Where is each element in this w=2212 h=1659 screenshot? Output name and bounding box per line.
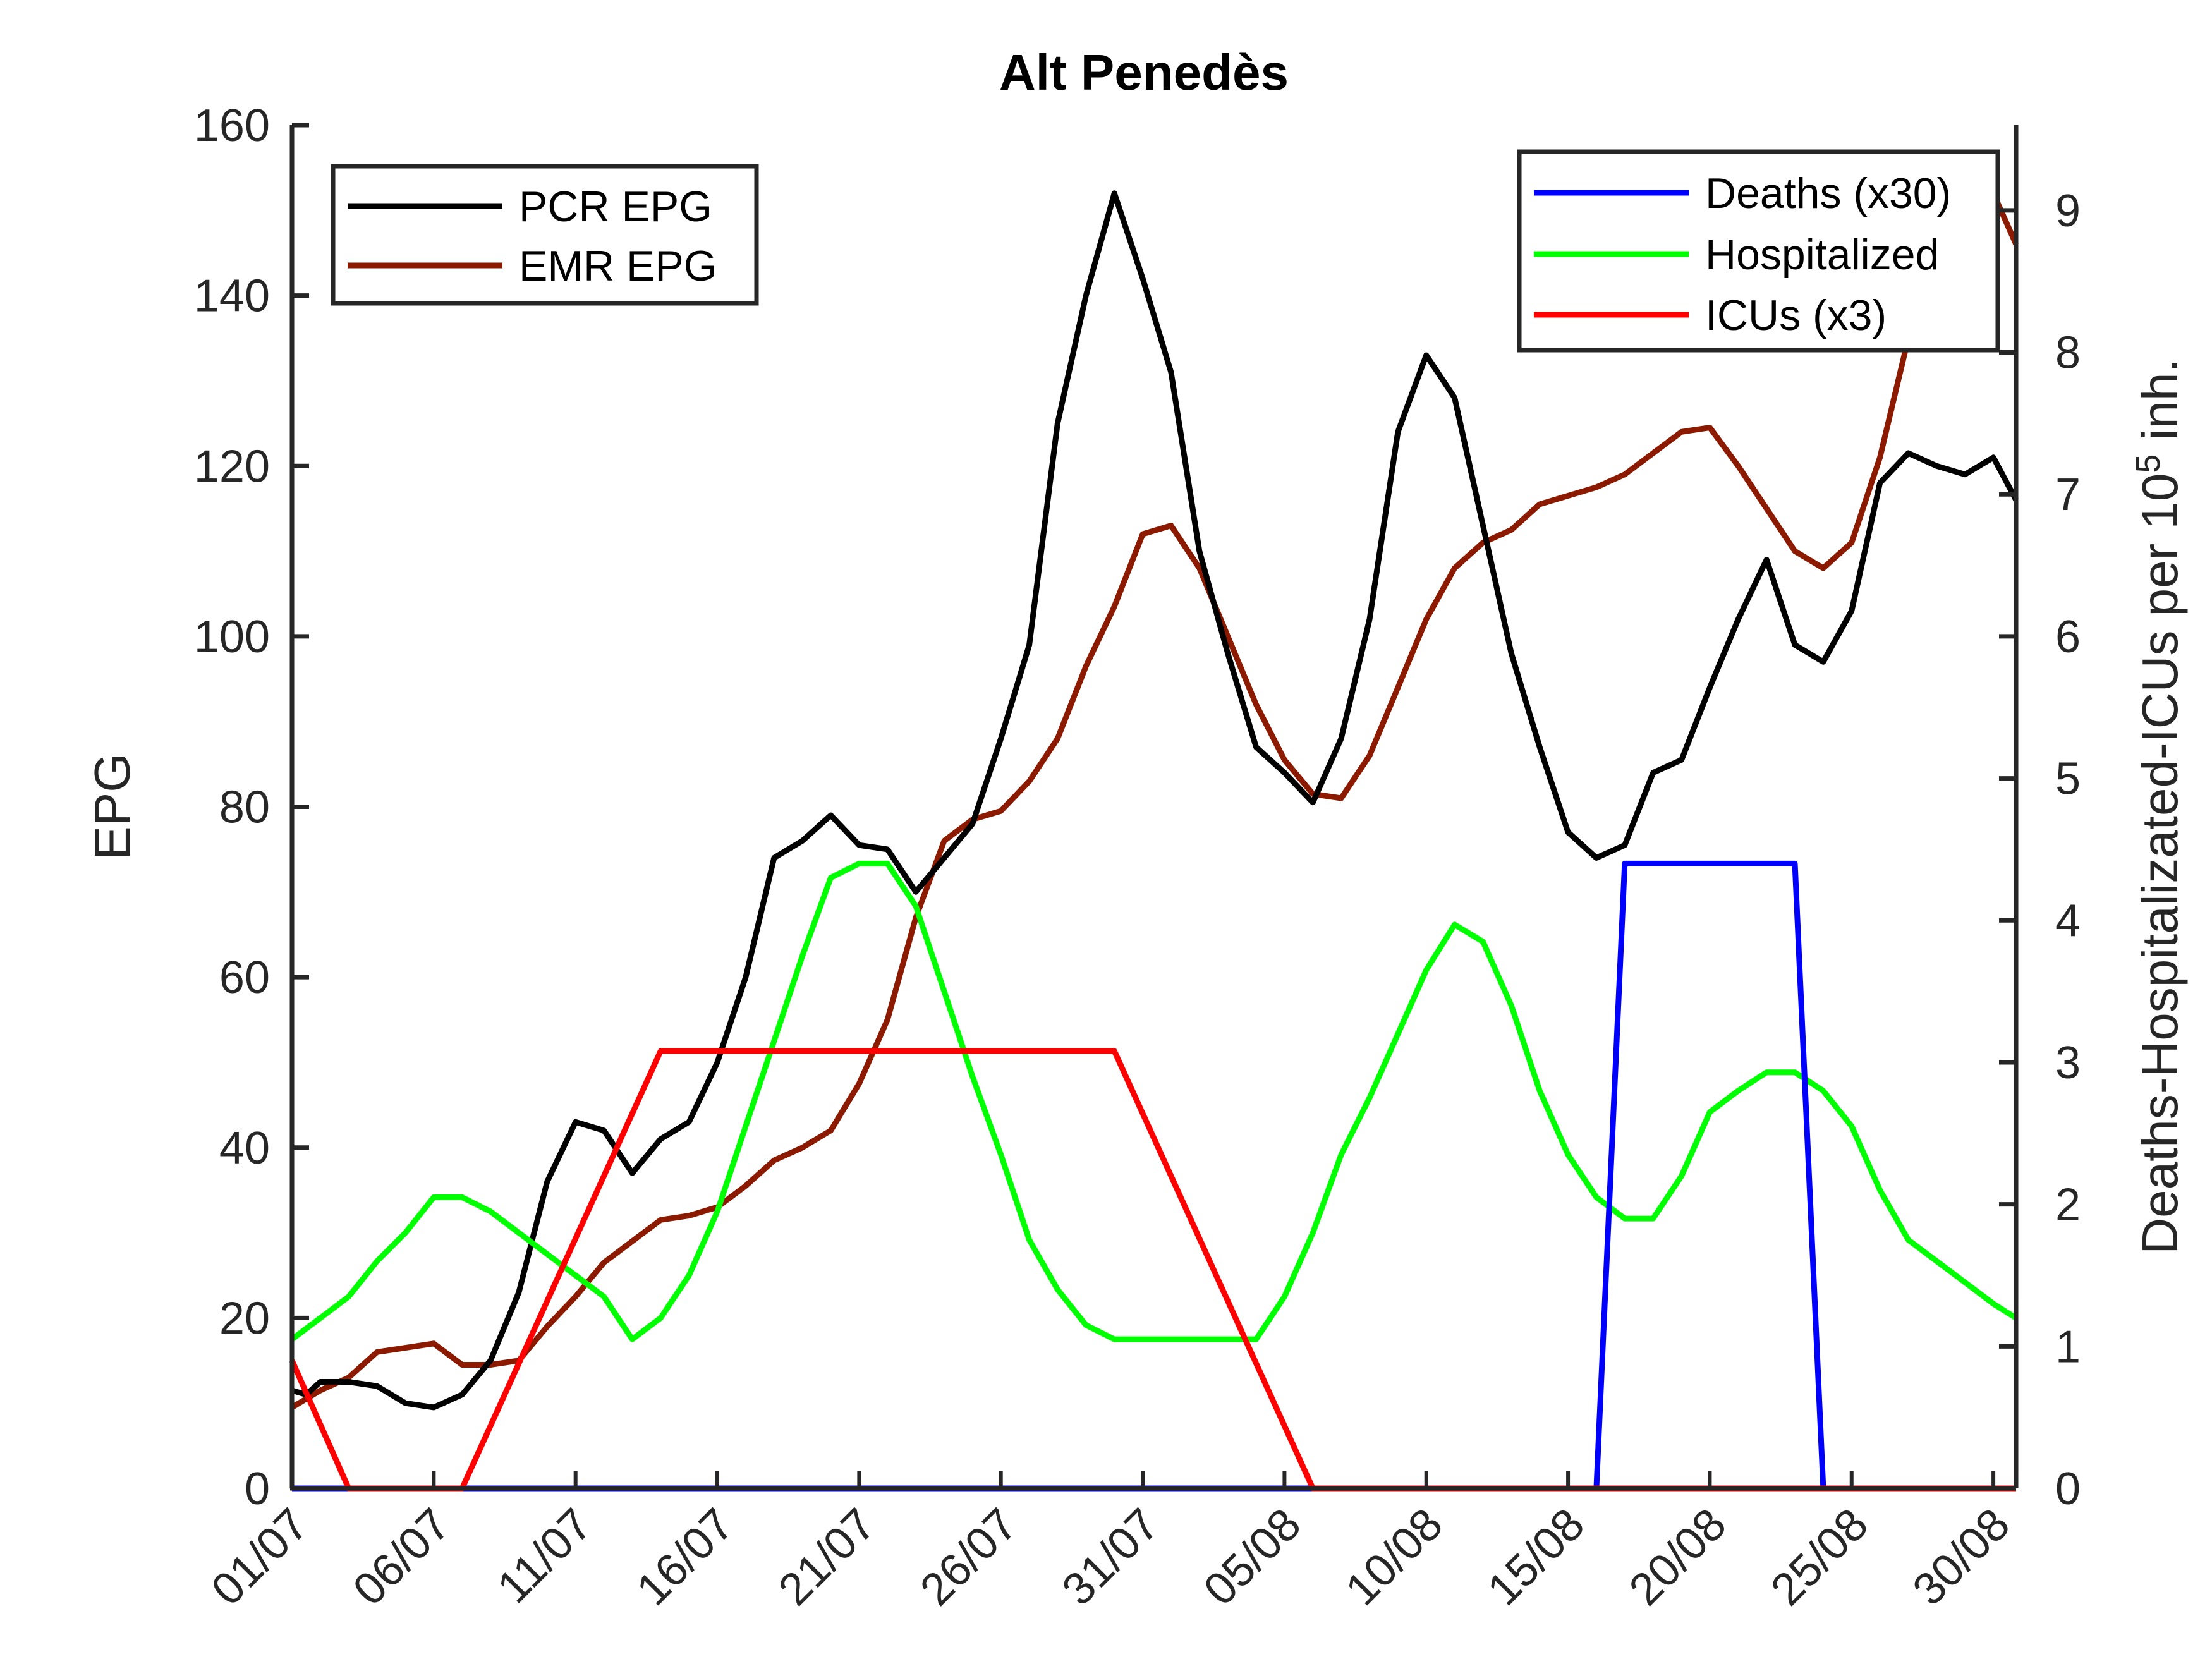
series-line-emr-epg: [290, 190, 2019, 1410]
legend-left-box: [331, 164, 759, 306]
left-y-ticks: 0 20 40 60 80 100 120 140 160: [194, 100, 309, 1514]
y-axis-right-label: Deaths-Hospitalizated-ICUs per 105 inh.: [2129, 358, 2188, 1254]
series-line-deaths-x30: [292, 860, 2016, 1492]
legend-label-icus: ICUs (x3): [1705, 291, 1887, 339]
right-tick-label: 7: [2055, 470, 2081, 520]
legend-label-hospitalized: Hospitalized: [1705, 231, 1939, 279]
right-y-ticks: 0 1 2 3 4 5 6 7 8 9: [1999, 186, 2081, 1514]
right-tick-label: 4: [2055, 896, 2081, 946]
left-tick-label: 100: [194, 612, 270, 662]
right-tick-label: 2: [2055, 1180, 2081, 1231]
left-tick-label: 60: [219, 952, 270, 1003]
y-axis-right-label-suffix: inh.: [2132, 358, 2188, 454]
left-tick-label: 40: [219, 1123, 270, 1174]
left-tick-label: 0: [245, 1464, 270, 1514]
legend-label-emr: EMR EPG: [519, 242, 717, 290]
left-tick-label: 140: [194, 271, 270, 322]
left-tick-label: 160: [194, 100, 270, 151]
y-axis-right-label-sup: 5: [2129, 454, 2167, 473]
chart-title: Alt Penedès: [999, 44, 1289, 100]
right-tick-label: 8: [2055, 328, 2081, 379]
series-layer: [289, 190, 2019, 1492]
right-tick-label: 5: [2055, 754, 2081, 805]
right-tick-label: 1: [2055, 1322, 2081, 1372]
right-tick-label: 6: [2055, 612, 2081, 662]
right-tick-label: 9: [2055, 186, 2081, 236]
left-tick-label: 20: [219, 1293, 270, 1344]
right-tick-label: 3: [2055, 1038, 2081, 1088]
legend-left: PCR EPG EMR EPG: [331, 164, 759, 306]
left-tick-label: 80: [219, 782, 270, 833]
left-tick-label: 120: [194, 441, 270, 492]
y-axis-right-label-main: Deaths-Hospitalizated-ICUs per 10: [2132, 473, 2188, 1255]
series-line-pcr-epg: [291, 190, 2019, 1411]
legend-label-pcr: PCR EPG: [519, 183, 712, 231]
legend-label-deaths: Deaths (x30): [1705, 169, 1951, 217]
legend-right: Deaths (x30) Hospitalized ICUs (x3): [1517, 149, 2000, 353]
series-line-hospitalized: [290, 860, 2018, 1342]
y-axis-left-label: EPG: [84, 753, 140, 860]
right-tick-label: 0: [2055, 1464, 2081, 1514]
